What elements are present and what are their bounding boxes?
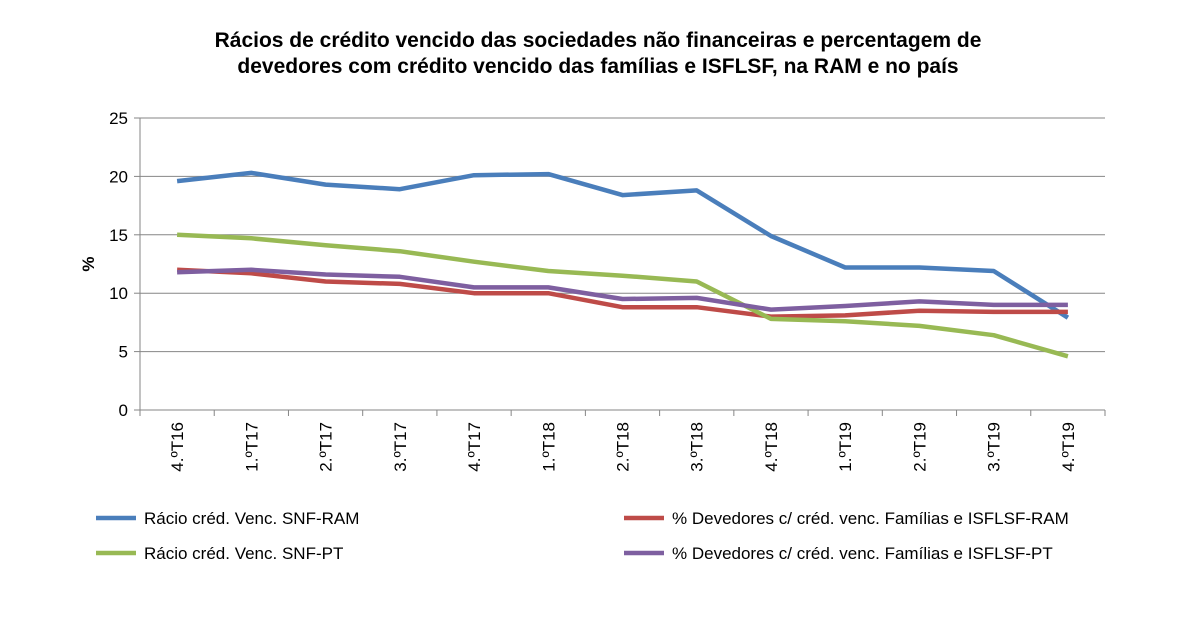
- x-tick-label: 2.ºT19: [910, 422, 929, 472]
- chart-title-line-1: Rácios de crédito vencido das sociedades…: [215, 29, 982, 52]
- legend-label: Rácio créd. Venc. SNF-PT: [144, 544, 343, 563]
- axes: [139, 118, 1105, 411]
- x-tick-label: 3.ºT19: [985, 422, 1004, 472]
- y-tick-label: 20: [109, 167, 128, 186]
- gridlines: [140, 117, 1105, 353]
- x-tick-label: 3.ºT17: [391, 422, 410, 472]
- legend-item-4: % Devedores c/ créd. venc. Famílias e IS…: [624, 544, 1053, 563]
- y-tick-label: 15: [109, 226, 128, 245]
- x-tick-label: 4.ºT19: [1059, 422, 1078, 472]
- series-line-1: [176, 170, 1070, 320]
- legend-item-1: Rácio créd. Venc. SNF-RAM: [96, 509, 359, 528]
- x-tick-label: 3.ºT18: [688, 422, 707, 472]
- y-axis-ticks: 0 5 10 15 20 25: [109, 109, 140, 420]
- legend-label: % Devedores c/ créd. venc. Famílias e IS…: [672, 544, 1053, 563]
- y-axis-label: %: [79, 256, 98, 271]
- x-tick-label: 4.ºT17: [465, 422, 484, 472]
- x-tick-label: 1.ºT17: [242, 422, 261, 472]
- y-tick-label: 25: [109, 109, 128, 128]
- legend-item-3: Rácio créd. Venc. SNF-PT: [96, 544, 343, 563]
- legend: Rácio créd. Venc. SNF-RAM % Devedores c/ …: [96, 509, 1069, 563]
- x-tick-label: 2.ºT18: [614, 422, 633, 472]
- x-tick-label: 1.ºT19: [836, 422, 855, 472]
- x-tick-label: 4.ºT18: [762, 422, 781, 472]
- series-lines: [176, 170, 1070, 359]
- chart-title-line-2: devedores com crédito vencido das famíli…: [237, 55, 958, 78]
- x-tick-label: 4.ºT16: [168, 422, 187, 472]
- series-line-4: [177, 267, 1068, 312]
- y-tick-label: 5: [119, 343, 128, 362]
- legend-item-2: % Devedores c/ créd. venc. Famílias e IS…: [624, 509, 1069, 528]
- x-axis-ticks: 4.ºT16 1.ºT17 2.ºT17 3.ºT17 4.ºT17 1.ºT18 2.ºT…: [139, 410, 1106, 472]
- legend-label: % Devedores c/ créd. venc. Famílias e IS…: [672, 509, 1069, 528]
- series-line-2: [176, 267, 1068, 319]
- x-tick-label: 1.ºT18: [539, 422, 558, 472]
- chart-title: Rácios de crédito vencido das sociedades…: [215, 29, 982, 78]
- y-tick-label: 10: [109, 284, 128, 303]
- series-line-3: [176, 232, 1069, 359]
- x-tick-label: 2.ºT17: [317, 422, 336, 472]
- y-tick-label: 0: [119, 401, 128, 420]
- legend-label: Rácio créd. Venc. SNF-RAM: [144, 509, 359, 528]
